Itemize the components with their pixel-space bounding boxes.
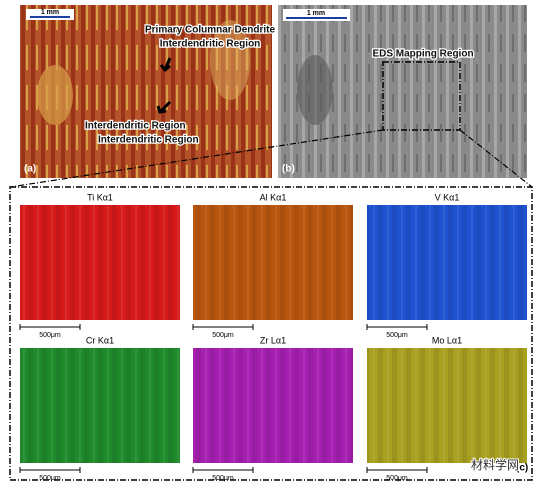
- scale-label: 500μm: [386, 332, 408, 339]
- annotation: Interdendritic Region: [160, 39, 261, 50]
- zoom-line: [9, 129, 384, 188]
- map-texture: [367, 205, 527, 320]
- annotation: Interdendritic Region: [85, 121, 186, 132]
- arrow: [159, 57, 172, 73]
- region-box: [382, 61, 461, 131]
- map-texture: [20, 348, 180, 463]
- panel-c-frame: [9, 186, 533, 481]
- scale-label: 500μm: [386, 475, 408, 482]
- scale-label: 500μm: [39, 332, 61, 339]
- texture: [37, 65, 73, 125]
- annotation: Interdendritic Region: [98, 135, 199, 146]
- map-texture: [367, 348, 527, 463]
- panel-b: 1 mm EDS Mapping Region (b): [278, 5, 527, 178]
- scale-label: 1 mm: [41, 9, 59, 16]
- map-label: Al Kα1: [260, 192, 287, 202]
- zoom-line: [459, 129, 533, 188]
- panel-a: 1 mm Primary Columnar Dendrite Interdend…: [20, 5, 277, 178]
- arrow: [156, 100, 172, 114]
- map-texture: [193, 348, 353, 463]
- scale-label: 500μm: [212, 332, 234, 339]
- panel-label: (c): [516, 463, 528, 474]
- scale-label: 500μm: [39, 475, 61, 482]
- scale-box: [26, 9, 74, 20]
- map-texture: [193, 205, 353, 320]
- scale-label: 500μm: [212, 475, 234, 482]
- map-label: Ti Kα1: [87, 192, 113, 202]
- scale-label: 1 mm: [307, 10, 325, 17]
- map-label: Cr Kα1: [86, 335, 114, 345]
- texture: [210, 20, 250, 100]
- map-label: Zr Lα1: [260, 335, 286, 345]
- map-label: V Kα1: [435, 192, 460, 202]
- texture: [297, 55, 333, 125]
- watermark: 材料学网: [471, 457, 519, 472]
- annotation: EDS Mapping Region: [372, 49, 473, 60]
- annotation: Primary Columnar Dendrite: [145, 25, 275, 36]
- panel-c: Ti Kα1 500μm Al Kα1 500μm V Kα1 500μm Cr Kα1 50…: [19, 192, 527, 482]
- panel-label: (b): [282, 164, 295, 175]
- panel-label: (a): [24, 164, 36, 175]
- map-texture: [20, 205, 180, 320]
- map-label: Mo Lα1: [432, 335, 462, 345]
